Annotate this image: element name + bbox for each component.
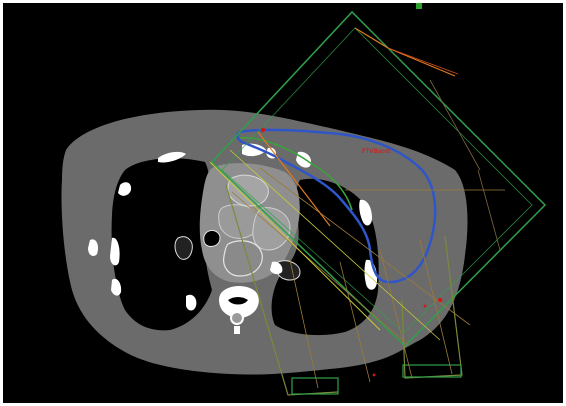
costal-cartilage-left — [158, 151, 186, 163]
pulmonary-artery — [218, 204, 260, 239]
beam-central-axis — [257, 27, 459, 227]
ct-slice-viewer[interactable]: PTVBoost — [3, 3, 563, 403]
isocenter-markers — [260, 127, 443, 377]
structure-contour — [239, 137, 353, 211]
rib-2 — [88, 239, 99, 256]
rib-4 — [111, 278, 122, 296]
vertebral-foramen — [228, 297, 248, 305]
beam-field-2 — [225, 184, 463, 396]
orientation-marker — [416, 3, 422, 9]
sternum — [242, 143, 266, 157]
airway — [203, 229, 221, 247]
right-lung — [111, 158, 212, 331]
beam-field-1 — [210, 10, 547, 348]
field-edge-lines — [231, 167, 505, 389]
target-volume-contour — [236, 128, 437, 284]
ct-slice-canvas[interactable]: PTVBoost — [3, 3, 563, 403]
rib-5 — [186, 294, 197, 311]
left-bronchus-contour — [174, 236, 193, 260]
rib-3 — [110, 237, 120, 266]
aorta — [227, 174, 269, 207]
beam-edge-lines — [209, 79, 501, 341]
spinous-process — [234, 326, 240, 334]
spinal-canal — [230, 311, 244, 325]
structure-label: PTVBoost — [362, 148, 391, 155]
rib-6 — [359, 199, 372, 226]
vessel-contour — [223, 240, 263, 277]
rib-1 — [118, 182, 132, 196]
rib-10 — [270, 261, 283, 275]
